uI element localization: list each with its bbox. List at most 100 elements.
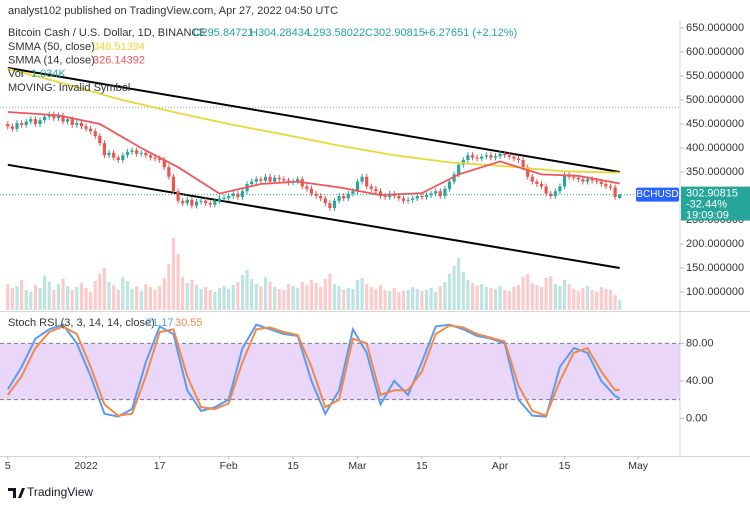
candle-body [176, 191, 180, 201]
candle-body [144, 152, 148, 156]
volume-bar [52, 290, 56, 310]
ohlc-legend: +6.27651 (+2.12%) [423, 27, 517, 39]
volume-bar [254, 284, 258, 310]
volume-bar [259, 286, 263, 310]
candle-body [98, 136, 102, 144]
candle-body [158, 158, 162, 160]
candle-body [6, 124, 10, 127]
volume-bar [15, 286, 19, 310]
volume-bar [181, 277, 185, 310]
volume-bar [475, 286, 479, 310]
volume-bar [153, 290, 157, 310]
candle-body [461, 160, 465, 165]
volume-bar [286, 284, 291, 310]
candle-body [374, 188, 378, 192]
volume-bar [507, 291, 511, 310]
y-tick-label: 500.000000 [686, 94, 744, 106]
legend-name: SMMA (50, close) [8, 41, 95, 53]
legend-value: 21.17 [146, 317, 174, 329]
volume-bar [415, 289, 419, 310]
volume-bar [89, 292, 93, 310]
chart-title: Bitcoin Cash / U.S. Dollar, 1D, BINANCE [8, 27, 207, 39]
candle-body [162, 160, 166, 168]
candle-body [360, 176, 364, 182]
volume-bar [369, 287, 373, 310]
volume-bar [268, 282, 272, 310]
volume-bar [470, 283, 475, 310]
volume-bar [33, 285, 38, 310]
volume-bar [360, 278, 364, 310]
volume-bar [355, 280, 360, 310]
candle-body [305, 186, 309, 189]
countdown-label: 19:09:09 [686, 210, 729, 222]
x-tick-label: 5 [5, 460, 11, 472]
volume-bar [263, 277, 268, 310]
volume-bar [236, 282, 240, 310]
volume-bar [24, 290, 28, 310]
volume-bar [130, 289, 134, 310]
candle-body [323, 198, 327, 204]
volume-bar [424, 290, 429, 310]
candle-body [549, 193, 553, 196]
volume-bar [66, 286, 70, 310]
volume-bar [190, 280, 194, 310]
candle-body [153, 157, 157, 159]
volume-bar [608, 290, 613, 310]
volume-bar [576, 291, 580, 310]
y-tick-label: 0.00 [686, 412, 707, 424]
candle-body [535, 181, 539, 184]
candle-body [466, 155, 470, 160]
candle-body [148, 155, 153, 158]
volume-bar [116, 290, 120, 310]
volume-bar [613, 295, 617, 310]
symbol-label: BCHUSD [636, 189, 678, 200]
candle-body [342, 196, 346, 199]
candle-body [562, 174, 567, 187]
candle-body [401, 198, 406, 201]
volume-bar [544, 278, 548, 310]
volume-bar [282, 290, 286, 310]
volume-bar [549, 276, 553, 310]
candle-body [447, 181, 452, 189]
volume-bar [107, 282, 111, 310]
volume-bar [79, 283, 84, 310]
candle-body [452, 174, 456, 182]
volume-bar [342, 290, 346, 310]
y-tick-label: 150.000000 [686, 262, 744, 274]
candle-body [480, 156, 484, 159]
candle-body [378, 191, 383, 196]
y-tick-label: 350.000000 [686, 166, 744, 178]
candle-body [213, 200, 217, 205]
stoch-rsi-line [6, 323, 621, 418]
volume-bar [590, 290, 594, 310]
candle-body [43, 116, 47, 121]
candle-body [167, 167, 171, 177]
volume-bar [84, 288, 88, 310]
footer-brand: TradingView [27, 485, 93, 499]
candle-body [526, 167, 530, 177]
candle-body [296, 179, 300, 182]
legend-name: SMMA (14, close) [8, 54, 95, 66]
candle-body [254, 179, 258, 182]
candle-body [516, 158, 521, 160]
volume-bar [38, 288, 42, 310]
volume-bar [581, 288, 585, 310]
volume-bar [98, 274, 102, 310]
x-tick-label: Apr [492, 460, 509, 472]
candle-body [581, 179, 585, 182]
candle-body [512, 156, 516, 159]
volume-bar [572, 289, 576, 310]
volume-bar [6, 284, 10, 310]
y-tick-label: 650.000000 [686, 22, 744, 34]
volume-bar [388, 291, 392, 310]
candle-body [181, 200, 185, 204]
candle-body [250, 181, 254, 184]
volume-bar [75, 287, 79, 310]
candle-body [355, 181, 360, 192]
candle-body [608, 186, 613, 188]
candle-body [558, 186, 562, 192]
volume-bar [374, 289, 378, 310]
candle-body [346, 193, 350, 199]
candle-body [185, 199, 189, 204]
